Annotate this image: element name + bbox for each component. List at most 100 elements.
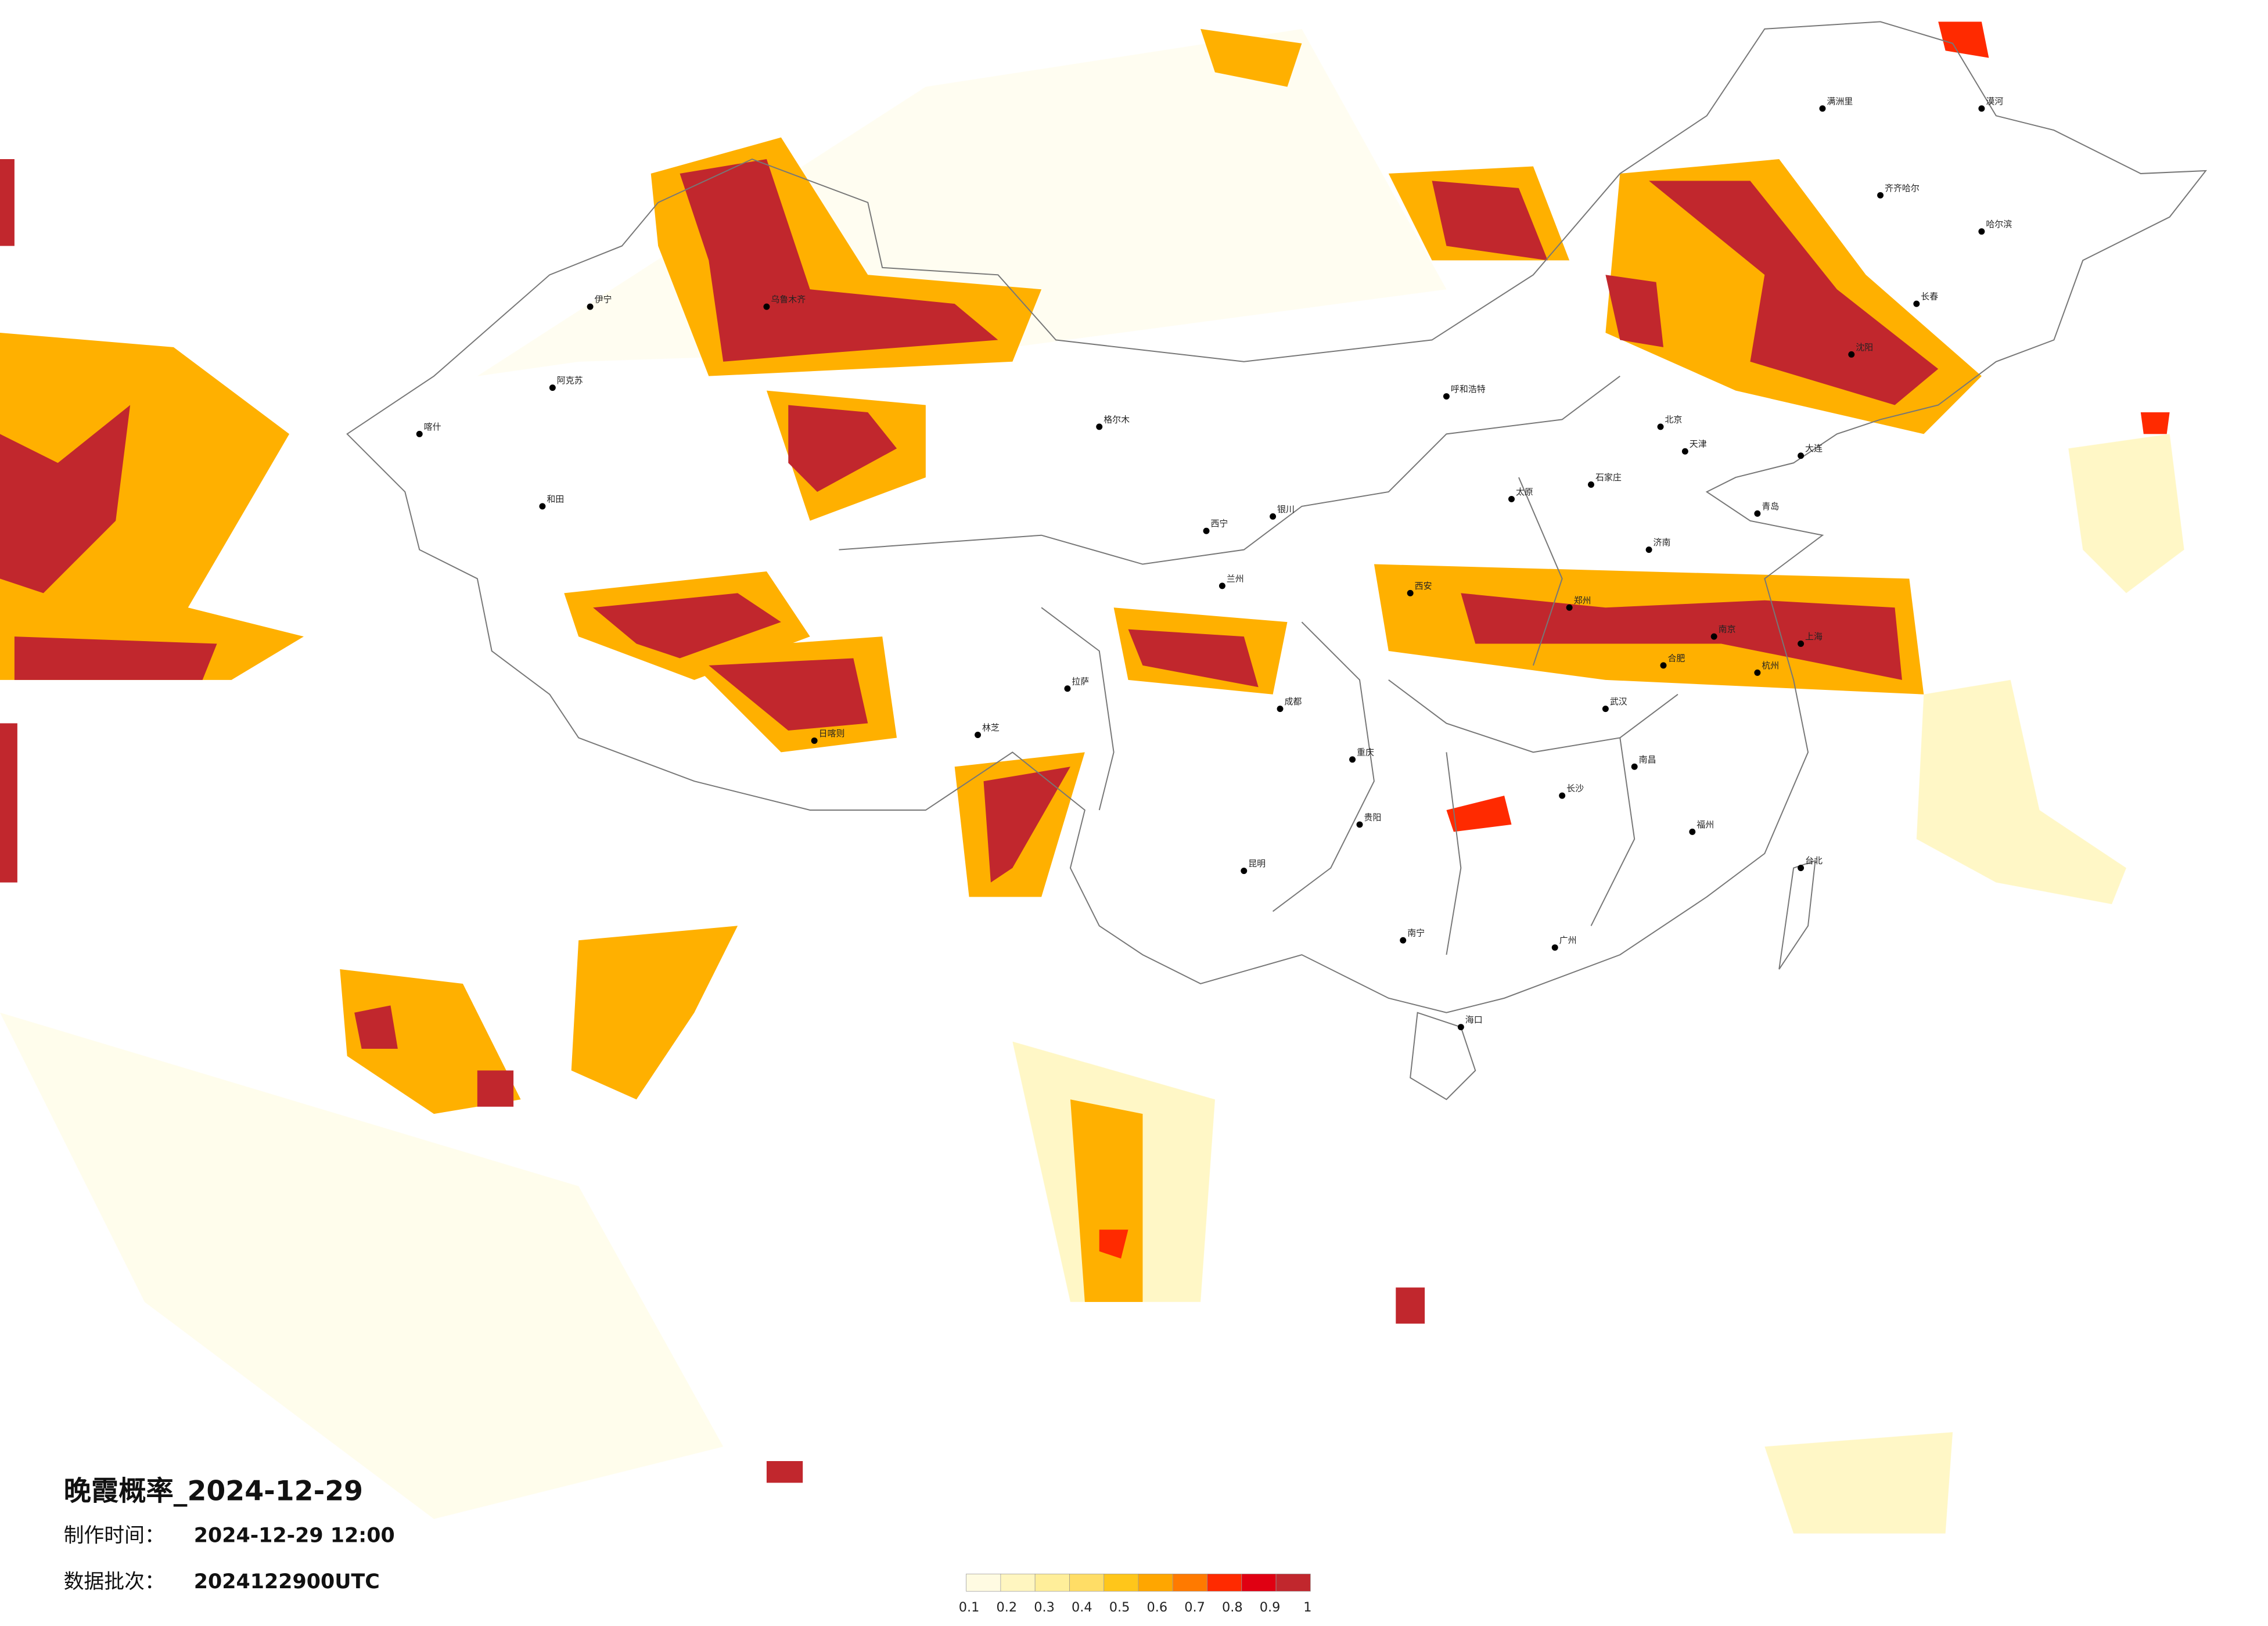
colorbar-cell [1034, 1573, 1070, 1592]
city-label: 阿克苏 [557, 375, 583, 386]
city-label: 南昌 [1639, 754, 1656, 765]
colorbar-label: 0.8 [1222, 1600, 1243, 1615]
city-dot [1270, 513, 1277, 520]
colorbar-cell [966, 1573, 1001, 1592]
city-label: 乌鲁木齐 [771, 294, 806, 305]
city-dot [539, 503, 546, 510]
city-label: 郑州 [1574, 595, 1591, 606]
city-dot [1508, 495, 1515, 502]
city-label: 林芝 [982, 722, 1000, 733]
city-dot [1681, 448, 1688, 455]
boundaries [346, 21, 2208, 1100]
city-label: 南宁 [1407, 928, 1425, 938]
city-label: 长春 [1921, 292, 1938, 302]
colorbar-label: 0.2 [997, 1600, 1018, 1615]
made-label: 制作时间： [64, 1524, 165, 1548]
colorbar-label: 0.6 [1147, 1600, 1168, 1615]
city-label: 贵阳 [1364, 812, 1381, 822]
city-dot [1349, 756, 1356, 763]
made-time: 2024-12-29 12:00 [194, 1524, 395, 1548]
city-label: 长沙 [1566, 783, 1584, 794]
city-dot [1587, 481, 1594, 488]
city-dot [1559, 792, 1566, 799]
city-dot [1754, 510, 1761, 517]
city-label: 台北 [1805, 855, 1823, 866]
city-dot [1689, 828, 1696, 835]
city-dot [1551, 944, 1558, 951]
city-dot [1566, 604, 1573, 611]
city-label: 上海 [1805, 631, 1823, 642]
city-dot [1798, 641, 1805, 647]
city-label: 武汉 [1610, 696, 1627, 707]
map-title: 晚霞概率_2024-12-29 [64, 1475, 363, 1507]
city-dot [1443, 393, 1450, 400]
city-dot [1203, 527, 1210, 534]
batch: 2024122900UTC [194, 1570, 380, 1593]
probability-field [0, 21, 2184, 1534]
city-dot [1219, 582, 1225, 589]
city-label: 西安 [1415, 581, 1432, 591]
city-label: 伊宁 [595, 294, 612, 305]
city-label: 和田 [547, 494, 564, 504]
city-dot [1798, 865, 1805, 872]
city-label: 满洲里 [1827, 96, 1853, 106]
city-dot [1657, 423, 1664, 430]
city-dot [1754, 669, 1761, 676]
colorbar-cell [1275, 1573, 1311, 1592]
city-label: 广州 [1559, 935, 1577, 945]
city-dot [1913, 300, 1920, 307]
city-dot [1356, 821, 1363, 828]
city-dot [1064, 685, 1071, 692]
colorbar-cell [1241, 1573, 1277, 1592]
city-dot [1241, 868, 1248, 875]
city-label: 拉萨 [1072, 676, 1089, 686]
city-dot [1457, 1024, 1464, 1031]
city-label: 天津 [1690, 439, 1707, 449]
colorbar-label: 0.4 [1072, 1600, 1092, 1615]
city-dot [1798, 452, 1805, 459]
city-dot [1096, 423, 1103, 430]
colorbar-label: 0.7 [1184, 1600, 1205, 1615]
colorbar-label: 0.5 [1109, 1600, 1130, 1615]
colorbar-cell [1207, 1573, 1242, 1592]
city-label: 北京 [1665, 414, 1682, 425]
colorbar-label: 1 [1303, 1600, 1311, 1615]
colorbar-cell [1069, 1573, 1105, 1592]
city-dot [1407, 589, 1414, 596]
colorbar-cell [1138, 1573, 1173, 1592]
city-label: 重庆 [1357, 747, 1374, 757]
city-label: 大连 [1805, 443, 1823, 454]
city-dot [1848, 351, 1855, 358]
city-dot [1645, 546, 1652, 553]
city-dot [587, 303, 594, 310]
city-dot [1660, 662, 1667, 669]
city-label: 日喀则 [819, 728, 845, 739]
city-dot [1710, 633, 1717, 640]
colorbar-cell [1000, 1573, 1036, 1592]
colorbar-label: 0.9 [1260, 1600, 1281, 1615]
city-dot [1877, 192, 1884, 199]
city-label: 福州 [1696, 819, 1714, 830]
city-label: 昆明 [1248, 858, 1266, 869]
city-label: 齐齐哈尔 [1885, 183, 1920, 193]
city-label: 喀什 [424, 422, 441, 432]
city-dot [1978, 228, 1985, 235]
city-dot [1277, 706, 1284, 713]
batch-label: 数据批次： [64, 1570, 165, 1593]
city-label: 西宁 [1210, 519, 1228, 529]
colorbar-label: 0.1 [959, 1600, 980, 1615]
city-dot [763, 303, 770, 310]
city-dot [811, 737, 818, 744]
city-dot [1819, 105, 1826, 112]
colorbar-label: 0.3 [1034, 1600, 1055, 1615]
city-label: 济南 [1654, 537, 1671, 548]
city-label: 呼和浩特 [1451, 384, 1486, 394]
city-label: 沈阳 [1856, 342, 1873, 352]
colorbar-cell [1172, 1573, 1207, 1592]
city-label: 合肥 [1667, 653, 1685, 663]
colorbar: 0.1 0.2 0.3 0.4 0.5 0.6 0.7 0.8 0.9 1 [959, 1573, 1311, 1615]
city-label: 漠河 [1986, 96, 2003, 106]
